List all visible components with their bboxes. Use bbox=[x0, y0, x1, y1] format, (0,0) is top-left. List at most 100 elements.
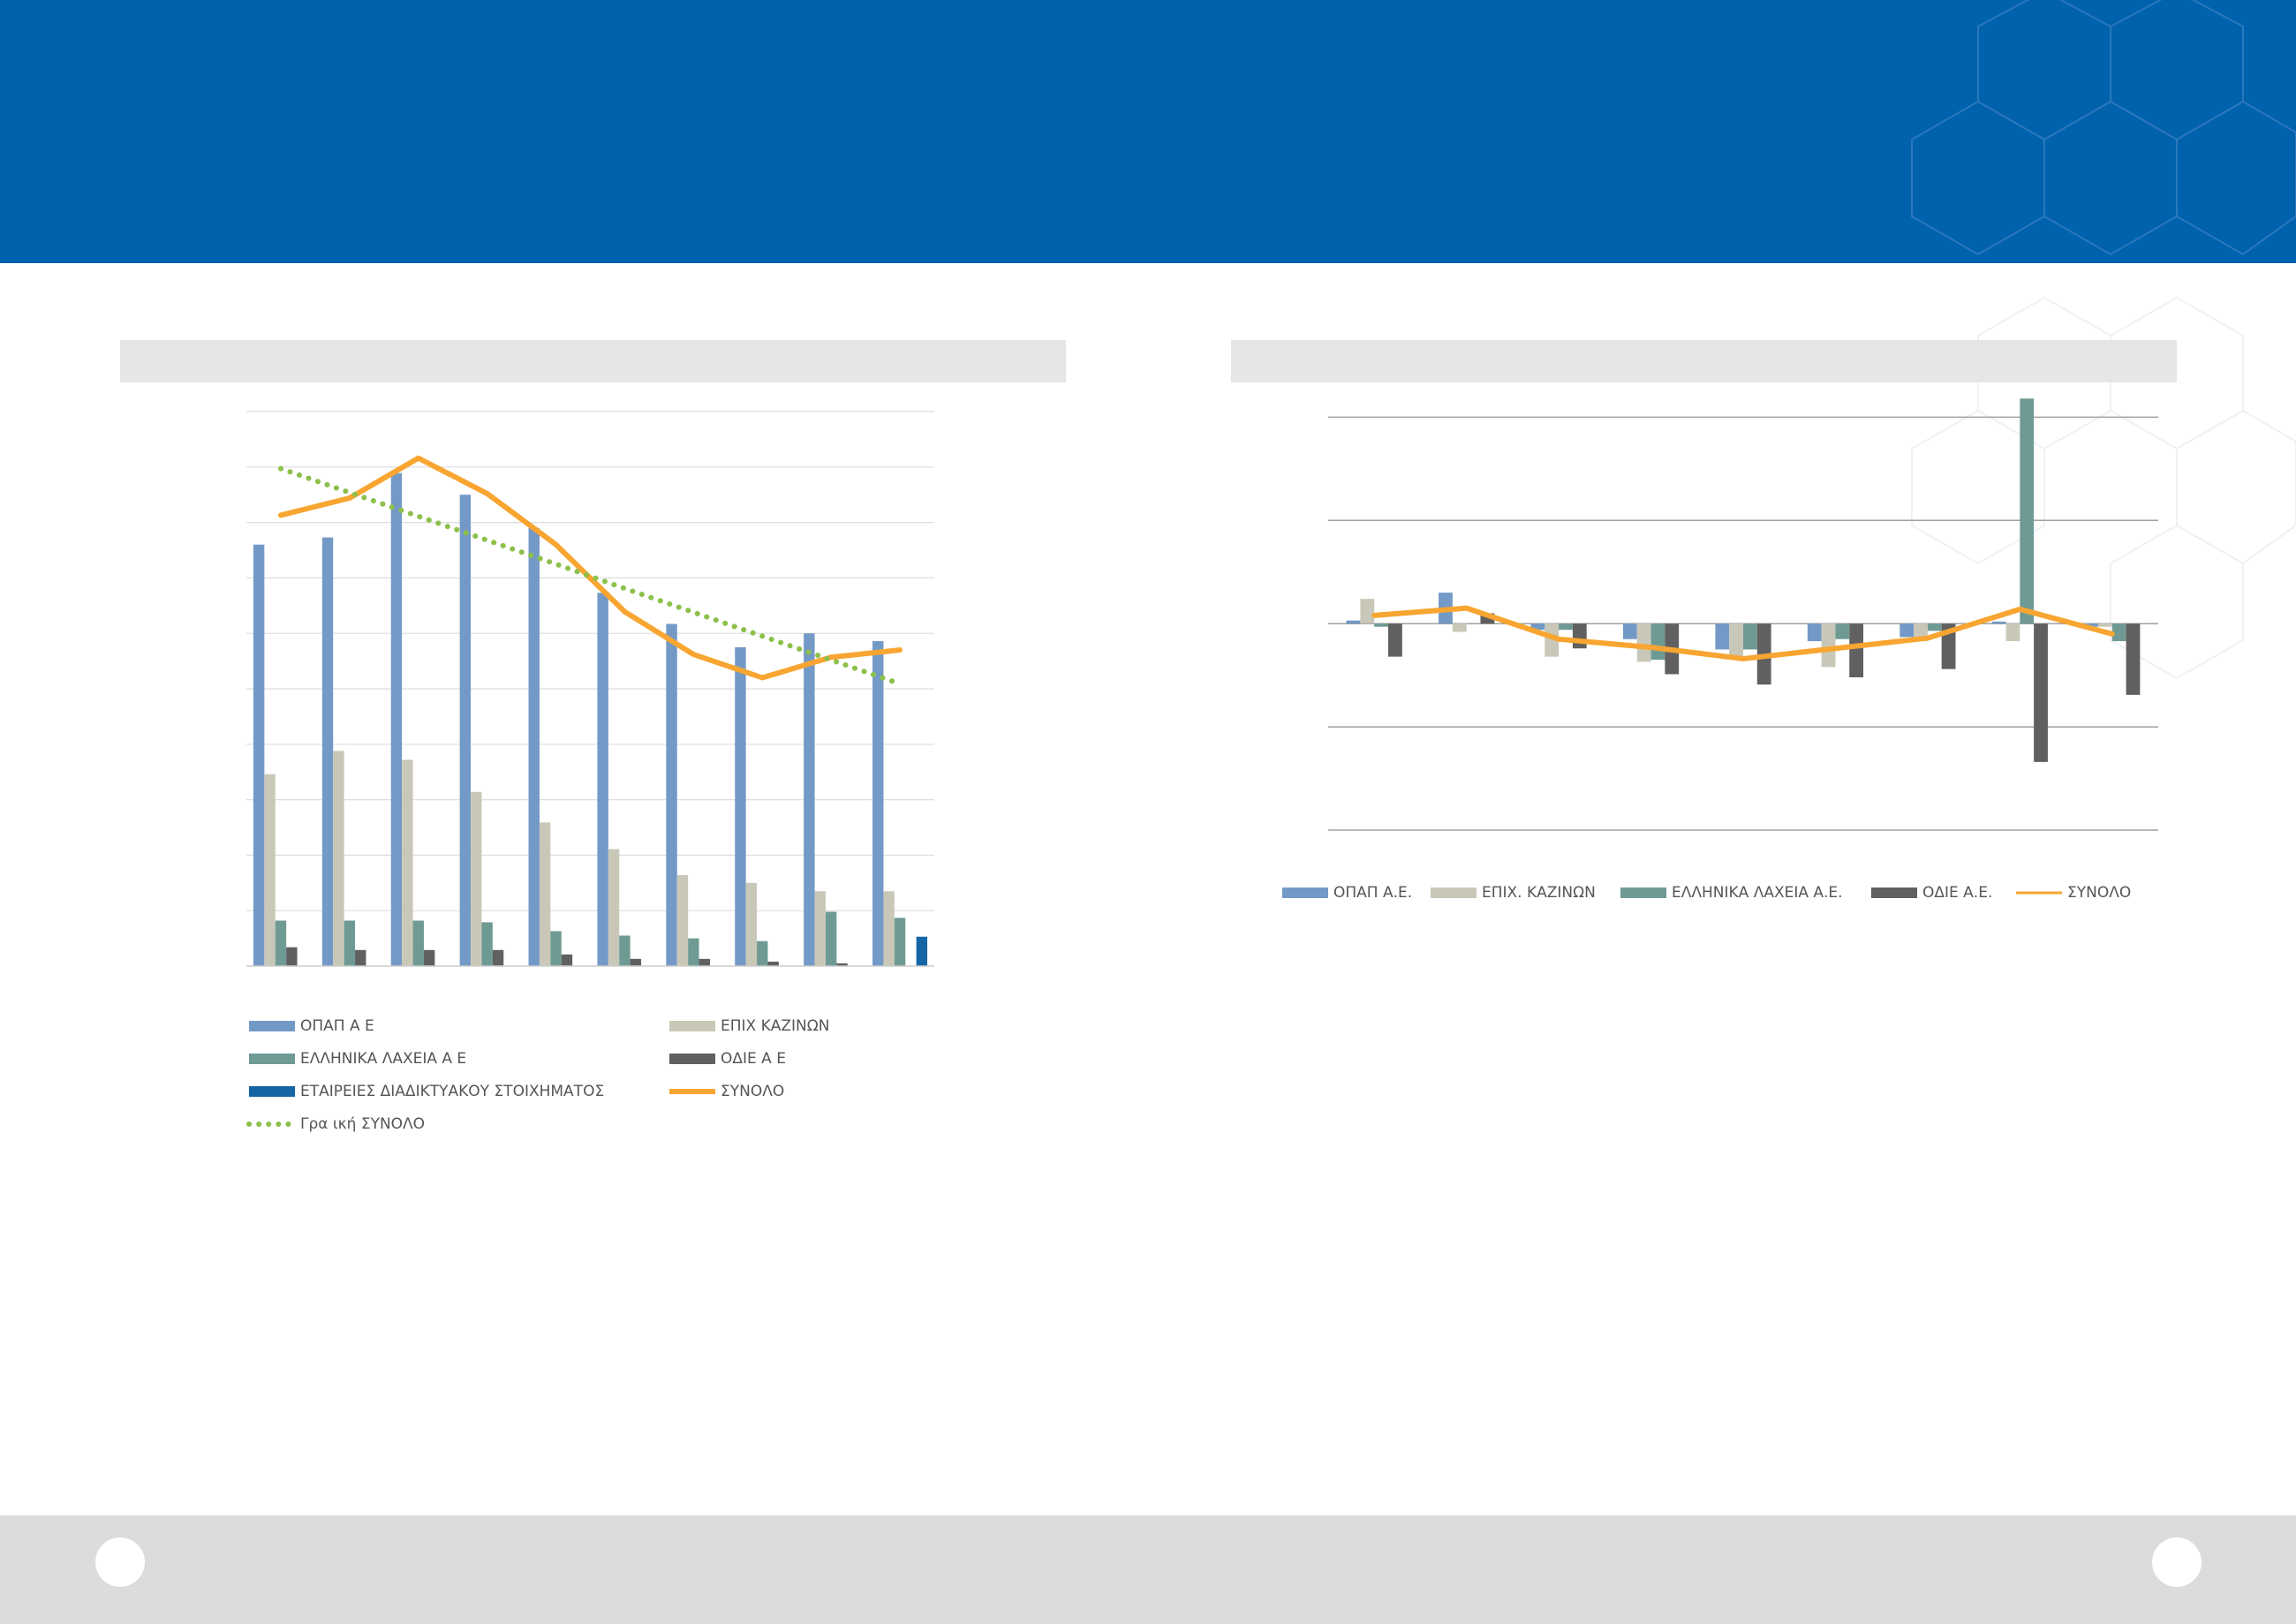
bar bbox=[1374, 623, 1389, 627]
bar bbox=[676, 875, 689, 966]
bar bbox=[804, 633, 815, 966]
legend-label: ΕΤΑΙΡΕΙΕΣ ΔΙΑΔΙΚΤΥΑΚΟΥ ΣΤΟΙΧΗΜΑΤΟΣ bbox=[300, 1083, 604, 1100]
legend-swatch bbox=[249, 1086, 295, 1097]
bar bbox=[264, 774, 276, 966]
trend-line bbox=[277, 465, 903, 687]
bar bbox=[2126, 623, 2141, 695]
bar bbox=[1729, 623, 1743, 657]
bar bbox=[1636, 623, 1651, 662]
legend-swatch bbox=[1431, 888, 1477, 898]
bar bbox=[1991, 621, 2006, 624]
line bbox=[277, 455, 903, 681]
section-bar bbox=[1231, 340, 2177, 382]
legend-swatch bbox=[1620, 888, 1666, 898]
bar bbox=[666, 623, 677, 966]
bar bbox=[2034, 623, 2048, 762]
bar bbox=[402, 759, 413, 966]
bar bbox=[699, 958, 710, 966]
bar bbox=[894, 918, 906, 966]
bar bbox=[1545, 623, 1560, 657]
bar bbox=[1849, 623, 1864, 677]
bar bbox=[883, 891, 895, 966]
bar bbox=[745, 882, 758, 966]
legend-label: Γρα ική ΣΥΝΟΛΟ bbox=[300, 1115, 425, 1133]
bar bbox=[872, 640, 884, 966]
legend-swatch bbox=[669, 1054, 715, 1064]
legend-swatch bbox=[669, 1021, 715, 1031]
page-marker bbox=[95, 1537, 145, 1587]
legend-label: ΕΛΛΗΝΙΚΑ ΛΑΧΕΙΑ Α Ε bbox=[300, 1050, 466, 1068]
legend-swatch bbox=[1871, 888, 1917, 898]
bar bbox=[355, 949, 366, 966]
legend-swatch bbox=[249, 1054, 295, 1064]
bar bbox=[481, 922, 493, 966]
bar bbox=[1346, 620, 1361, 624]
page-pattern bbox=[1911, 296, 2296, 680]
bar bbox=[561, 954, 573, 966]
bar bbox=[1572, 623, 1587, 649]
bar bbox=[597, 593, 608, 966]
bar bbox=[1835, 623, 1850, 639]
bar bbox=[1715, 623, 1730, 650]
bar bbox=[390, 472, 403, 966]
bar bbox=[423, 949, 435, 966]
bar bbox=[412, 920, 424, 966]
footer-band bbox=[0, 1515, 2296, 1624]
bar bbox=[550, 931, 562, 966]
bar bbox=[2005, 623, 2020, 642]
legend-label: ΣΥΝΟΛΟ bbox=[2067, 884, 2131, 902]
bar bbox=[1650, 623, 1665, 661]
legend-label: ΟΔΙΕ Α.Ε. bbox=[1922, 884, 1992, 902]
bar bbox=[735, 646, 746, 966]
page-marker bbox=[2152, 1537, 2202, 1587]
legend-swatch bbox=[1282, 888, 1328, 898]
legend-label: ΟΠΑΠ Α.Ε. bbox=[1333, 884, 1412, 902]
bar bbox=[757, 940, 768, 966]
header-pattern bbox=[1911, 0, 2296, 256]
bar bbox=[1807, 623, 1822, 642]
bar bbox=[471, 791, 482, 966]
legend-label: ΕΠΙΧ ΚΑΖΙΝΩΝ bbox=[721, 1017, 829, 1035]
bar bbox=[1360, 599, 1375, 624]
bar bbox=[344, 920, 356, 966]
bar bbox=[1452, 623, 1467, 632]
legend-label: ΟΔΙΕ Α Ε bbox=[721, 1050, 786, 1068]
bar bbox=[528, 527, 540, 966]
legend-label: ΕΠΙΧ. ΚΑΖΙΝΩΝ bbox=[1482, 884, 1596, 902]
bar bbox=[275, 920, 287, 966]
bar bbox=[1622, 623, 1637, 639]
legend-swatch bbox=[249, 1021, 295, 1031]
line bbox=[1371, 605, 2115, 661]
bar bbox=[814, 891, 826, 966]
legend-label: ΣΥΝΟΛΟ bbox=[721, 1083, 784, 1100]
bar bbox=[253, 544, 265, 966]
bar bbox=[1559, 623, 1573, 631]
bar bbox=[630, 958, 642, 966]
bar bbox=[688, 938, 699, 966]
bar bbox=[2111, 623, 2126, 642]
bar bbox=[767, 961, 779, 966]
bar bbox=[619, 935, 631, 966]
bar bbox=[1480, 613, 1495, 624]
bar bbox=[2097, 623, 2112, 627]
bar bbox=[333, 751, 344, 966]
bar bbox=[1388, 623, 1402, 657]
legend-label: ΕΛΛΗΝΙΚΑ ΛΑΧΕΙΑ Α.Ε. bbox=[1672, 884, 1843, 902]
bar bbox=[1530, 623, 1545, 631]
bar bbox=[1927, 623, 1942, 631]
bar bbox=[2020, 398, 2035, 624]
bar bbox=[1821, 623, 1836, 668]
bar bbox=[825, 911, 837, 966]
bar bbox=[916, 936, 928, 966]
bar bbox=[321, 537, 334, 966]
legend-label: ΟΠΑΠ Α Ε bbox=[300, 1017, 374, 1035]
bar bbox=[286, 947, 298, 966]
bar bbox=[836, 963, 848, 966]
bar bbox=[1743, 623, 1757, 650]
bar bbox=[1899, 623, 1915, 638]
bar bbox=[2084, 623, 2098, 627]
section-bar bbox=[120, 340, 1066, 382]
bar bbox=[492, 949, 504, 966]
